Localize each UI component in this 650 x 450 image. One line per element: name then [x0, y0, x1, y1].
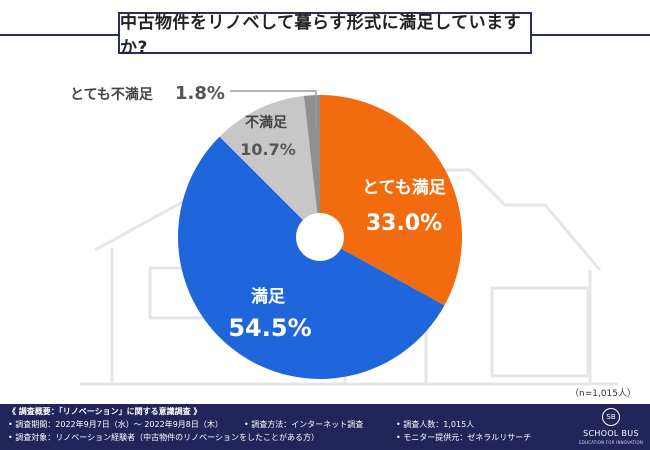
label-very-dissatisfied-value: 1.8% — [175, 83, 225, 104]
title-banner: 中古物件をリノベして暮らす形式に満足していますか? — [0, 12, 650, 58]
logo-name: SCHOOL BUS — [583, 429, 639, 438]
logo-tagline: EDUCATION FOR INNOVATION — [578, 440, 643, 445]
slice-very-dissatisfied — [303, 95, 320, 237]
school-bus-logo: SB SCHOOL BUS EDUCATION FOR INNOVATION — [574, 407, 648, 449]
label-very-satisfied-name: とても満足 — [362, 177, 446, 198]
pie-hole — [296, 213, 344, 261]
survey-count: • 調査人数：1,015人 — [396, 420, 475, 429]
sample-size-note: （n=1,015人） — [569, 389, 636, 399]
label-very-satisfied-value: 33.0% — [366, 211, 442, 236]
slice-dissatisfied — [219, 95, 320, 237]
survey-title: 《 調査概要：「リノベーション」に関する意識調査 》 — [8, 407, 202, 416]
survey-method: • 調査方法：インターネット調査 — [244, 420, 364, 429]
label-satisfied-name: 満足 — [251, 286, 285, 307]
label-dissatisfied-name: 不満足 — [245, 114, 288, 131]
chart-title: 中古物件をリノベして暮らす形式に満足していますか? — [118, 12, 532, 58]
slice-very-satisfied — [320, 95, 463, 306]
house-right-door — [490, 286, 590, 378]
label-dissatisfied-value: 10.7% — [240, 140, 296, 159]
survey-supplier: • モニター提供元：ゼネラルリサーチ — [396, 433, 532, 442]
logo-mark-icon: SB — [602, 408, 620, 426]
pie-chart: とても満足 33.0% 満足 54.5% 不満足 10.7% とても不満足 1.… — [70, 83, 618, 386]
leader-line — [230, 90, 317, 128]
survey-footer: 《 調査概要：「リノベーション」に関する意識調査 》 • 調査期間：2022年9… — [0, 404, 650, 450]
survey-period: • 調査期間：2022年9月7日（水）〜 2022年9月8日（木） — [8, 420, 223, 429]
label-satisfied-value: 54.5% — [228, 314, 311, 342]
label-very-dissatisfied-name: とても不満足 — [70, 86, 154, 103]
survey-target: • 調査対象：リノベーション経験者（中古物件のリノベーションをしたことがある方） — [8, 433, 319, 442]
